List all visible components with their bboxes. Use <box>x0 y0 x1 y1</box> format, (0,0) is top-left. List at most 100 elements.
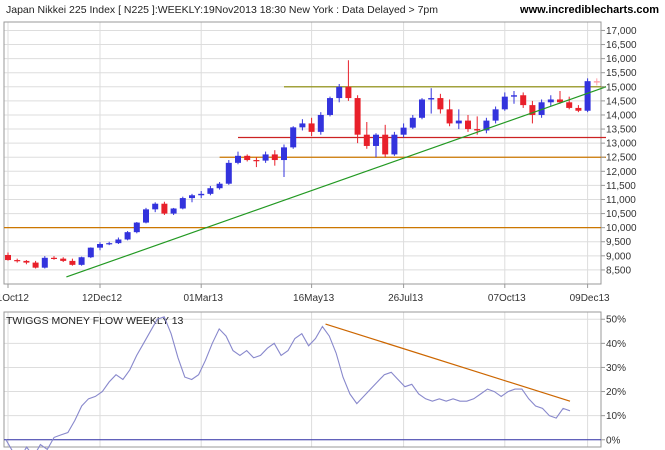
candle-body <box>575 107 582 111</box>
indicator-y-ticks: 0% 10% 20% 30% 40% 50% <box>601 315 626 446</box>
candle-body <box>244 155 251 161</box>
candle-body <box>382 134 389 155</box>
candle-body <box>446 109 453 124</box>
indicator-y-tick-label: 30% <box>606 363 626 374</box>
candle-body <box>409 117 416 128</box>
candle-body <box>419 99 425 118</box>
price-x-tick-label: 01Oct12 <box>0 293 29 304</box>
candle-body <box>23 260 30 263</box>
candle-body <box>317 114 324 132</box>
candle-body <box>32 262 39 268</box>
price-y-tick-label: 16,000 <box>606 54 637 65</box>
candle-body <box>60 258 67 261</box>
candle-body <box>474 129 481 131</box>
candle-body <box>584 81 591 111</box>
price-candles <box>5 60 600 269</box>
candle-body <box>501 96 508 110</box>
price-y-tick-label: 17,000 <box>606 26 637 37</box>
price-y-tick-label: 16,500 <box>606 40 637 51</box>
price-x-tick-label: 16May13 <box>293 293 335 304</box>
price-y-tick-label: 9,000 <box>606 251 631 262</box>
candle-body <box>235 155 241 163</box>
candle-body <box>41 257 48 268</box>
candle-body <box>5 254 11 261</box>
candle-body <box>593 81 600 83</box>
indicator-y-tick-label: 0% <box>606 435 621 446</box>
candle-body <box>529 105 536 115</box>
candle-body <box>428 98 435 100</box>
candle-body <box>161 203 168 214</box>
candle-body <box>511 95 517 97</box>
candle-body <box>290 127 297 148</box>
candle-body <box>198 193 205 196</box>
price-y-ticks: 8,500 9,000 9,500 10,000 10,500 11,000 11,500 1… <box>601 26 637 276</box>
candle-body <box>400 127 407 135</box>
chart-title: Japan Nikkei 225 Index [ N225 ]:WEEKLY:1… <box>6 4 438 16</box>
candle-body <box>271 154 278 161</box>
price-y-tick-label: 15,500 <box>606 68 637 79</box>
price-x-tick-label: 01Mar13 <box>183 293 223 304</box>
candle-body <box>281 147 287 161</box>
candle-body <box>345 86 352 99</box>
candle-body <box>253 160 260 162</box>
candle-body <box>336 86 343 99</box>
candle-body <box>492 109 499 121</box>
candle-body <box>437 98 444 110</box>
money-flow-line <box>5 316 571 450</box>
indicator-y-tick-label: 10% <box>606 411 626 422</box>
price-x-ticks: 01Oct12 12Dec12 01Mar13 16May13 26Jul13 07Oct… <box>0 284 610 304</box>
price-y-tick-label: 13,500 <box>606 125 637 136</box>
price-y-tick-label: 12,000 <box>606 167 637 178</box>
price-y-tick-label: 14,000 <box>606 110 637 121</box>
candle-body <box>465 120 471 130</box>
candle-body <box>207 188 214 194</box>
price-y-tick-label: 11,000 <box>606 195 636 206</box>
price-x-tick-label: 12Dec12 <box>82 293 122 304</box>
candle-body <box>557 99 563 103</box>
candle-body <box>455 120 462 124</box>
candle-body <box>520 95 527 106</box>
price-trendline <box>66 86 607 278</box>
indicator-y-tick-label: 40% <box>606 339 626 350</box>
site-name[interactable]: www.incrediblecharts.com <box>519 4 659 16</box>
candle-body <box>327 98 333 115</box>
price-y-tick-label: 13,000 <box>606 139 637 150</box>
candle-body <box>354 98 361 135</box>
candle-body <box>566 102 573 108</box>
candle-body <box>170 208 177 214</box>
candle-body <box>179 198 186 209</box>
candle-body <box>152 203 159 210</box>
price-y-tick-label: 15,000 <box>606 82 637 93</box>
price-y-tick-label: 11,500 <box>606 181 636 192</box>
candle-body <box>299 123 306 128</box>
candle-body <box>133 222 140 233</box>
price-y-tick-label: 10,000 <box>606 223 637 234</box>
price-y-tick-label: 12,500 <box>606 153 637 164</box>
candle-body <box>547 99 554 103</box>
candle-body <box>225 162 232 184</box>
candle-body <box>78 257 85 265</box>
indicator-y-tick-label: 20% <box>606 387 626 398</box>
price-y-tick-label: 8,500 <box>606 265 631 276</box>
price-y-tick-label: 14,500 <box>606 96 637 107</box>
candle-body <box>262 154 269 161</box>
price-trendline-group <box>66 86 607 278</box>
candle-body <box>308 123 315 132</box>
price-y-tick-label: 9,500 <box>606 237 631 248</box>
price-y-tick-label: 10,500 <box>606 209 637 220</box>
candle-body <box>216 183 223 189</box>
price-x-tick-label: 09Dec13 <box>570 293 610 304</box>
candle-body <box>14 260 21 262</box>
candle-body <box>373 134 379 146</box>
price-panel-frame <box>3 21 602 285</box>
indicator-title: TWIGGS MONEY FLOW WEEKLY 13 <box>6 315 184 327</box>
candle-body <box>391 134 398 155</box>
candle-body <box>115 239 122 244</box>
indicator-trendline <box>325 323 571 402</box>
candle-body <box>69 260 76 265</box>
candle-body <box>124 232 131 240</box>
candle-body <box>51 257 57 259</box>
candle-body <box>87 247 94 258</box>
candle-body <box>189 195 195 199</box>
